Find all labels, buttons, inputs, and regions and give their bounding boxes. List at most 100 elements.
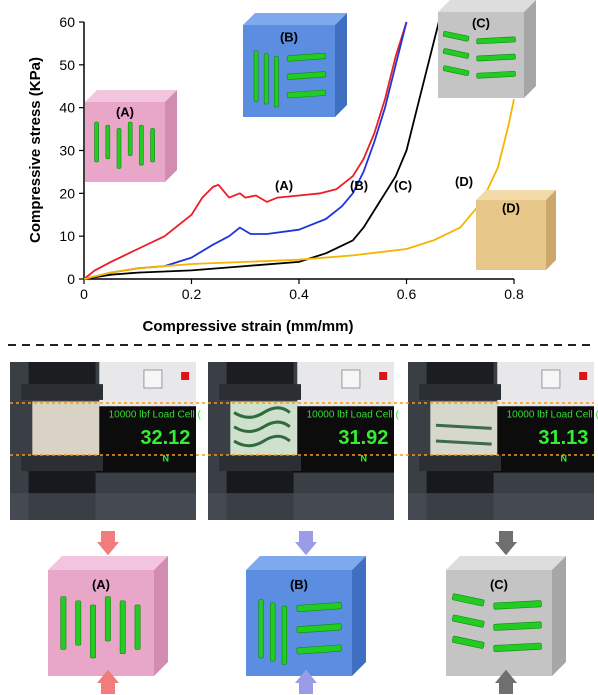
stress-strain-chart: 0 0.2 0.4 0.6 0.8 0 10 20 30 40 50 60 Compressive s… (27, 14, 524, 335)
y-tick-label: 60 (59, 14, 75, 30)
series-line-a (83, 21, 408, 280)
load-display (291, 406, 394, 473)
rod (493, 600, 542, 610)
cube-c-bottom: (C) (446, 556, 566, 676)
specimen-rod (435, 439, 492, 446)
cube-c-top: (C) (438, 0, 536, 98)
compression-arrow-bottom-b (295, 669, 317, 694)
rod (452, 593, 485, 607)
rod (452, 614, 485, 628)
screen-red-button (181, 372, 190, 380)
rod (258, 599, 264, 659)
cube-front-face (476, 200, 546, 270)
rod (442, 48, 470, 59)
load-cell-label: 10000 lbf Load Cell ( (307, 409, 400, 420)
rod (270, 602, 276, 662)
rod (476, 36, 516, 45)
y-tick-label: 0 (67, 271, 75, 287)
rod (296, 623, 342, 634)
cube-top-face (438, 0, 536, 12)
y-tick-label: 50 (59, 57, 75, 73)
y-tick-label: 30 (59, 143, 75, 159)
x-tick-label: 0 (80, 286, 88, 302)
lower-plate (219, 455, 301, 472)
cube-label: (B) (280, 30, 298, 45)
screen-red-button (379, 372, 388, 380)
x-tick-label: 0.4 (289, 286, 309, 302)
rod (286, 89, 327, 99)
screen-button (341, 369, 361, 389)
x-tick-label: 0.6 (397, 286, 417, 302)
photo-b: 10000 lbf Load Cell (31.92 N (208, 362, 400, 520)
rod (286, 71, 327, 80)
compression-arrow-top-b (295, 531, 317, 556)
lower-plate (21, 455, 103, 472)
rod (94, 121, 99, 163)
cube-top-face (476, 190, 556, 200)
rod (493, 642, 542, 652)
rod (442, 31, 470, 42)
screen-red-button (579, 372, 588, 380)
rod (296, 602, 342, 613)
series-line-d (83, 98, 515, 280)
specimen-rod (233, 420, 291, 434)
rod (273, 55, 279, 108)
y-tick-label: 40 (59, 100, 75, 116)
load-unit: N (561, 454, 568, 464)
cube-label: (B) (290, 577, 308, 592)
rod (493, 621, 542, 631)
y-tick-label: 10 (59, 228, 75, 244)
compression-arrow-bottom-c (495, 669, 517, 694)
annotation-c: (C) (394, 178, 412, 193)
rod (296, 644, 342, 655)
photo-floor (408, 493, 594, 520)
rod (253, 50, 259, 102)
rod (134, 604, 141, 650)
x-tick-label: 0.2 (182, 286, 202, 302)
load-display (93, 406, 196, 473)
specimen-rod (233, 406, 291, 419)
cube-label: (A) (116, 104, 134, 119)
cube-side-face (352, 556, 366, 676)
load-unit: N (163, 454, 170, 464)
cube-label: (D) (502, 201, 520, 216)
cube-label: (A) (92, 577, 110, 592)
x-tick-label: 0.8 (504, 286, 524, 302)
rod (263, 53, 269, 105)
compression-arrow-top-c (495, 531, 517, 556)
upper-plate (219, 384, 301, 400)
rod (104, 596, 111, 642)
rod (75, 600, 82, 646)
rod (442, 65, 470, 76)
annotation-b: (B) (350, 178, 368, 193)
photo-floor (10, 493, 196, 520)
rod (281, 605, 288, 665)
specimen (32, 401, 100, 456)
cubes-top: (A) (B) (C) (D) (85, 0, 556, 270)
annotation-d: (D) (455, 174, 473, 189)
load-cell-label: 10000 lbf Load Cell ( (507, 409, 598, 420)
specimen-rod (435, 423, 492, 430)
screen-button (541, 369, 561, 389)
photo-a: 10000 lbf Load Cell (32.12 N (10, 362, 202, 520)
cube-side-face (552, 556, 566, 676)
screen-button (143, 369, 163, 389)
rod (60, 596, 67, 650)
cube-side-face (524, 0, 536, 98)
compression-arrow-top-a (97, 531, 119, 556)
specimen-rod (233, 434, 291, 448)
cube-b-bottom: (B) (246, 556, 366, 676)
cube-label: (C) (472, 15, 490, 30)
rod (476, 70, 516, 79)
rod (90, 604, 97, 659)
cube-side-face (335, 13, 347, 117)
cube-d-top: (D) (476, 190, 556, 270)
rod (286, 52, 327, 62)
rod (452, 635, 485, 649)
y-tick-label: 20 (59, 185, 75, 201)
rod (139, 124, 144, 166)
load-display (491, 406, 594, 473)
rod (119, 600, 126, 655)
cube-top-face (48, 556, 168, 570)
rod (150, 128, 155, 163)
